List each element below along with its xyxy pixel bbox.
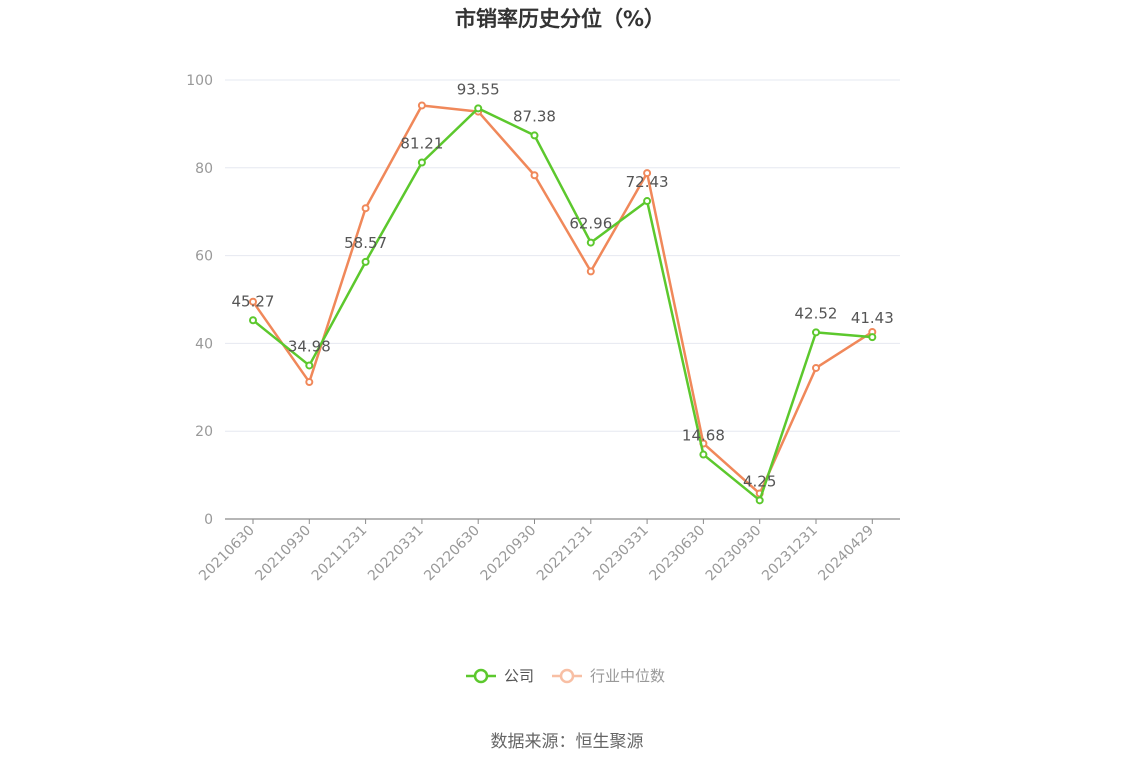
data-label: 93.55 (457, 80, 500, 98)
data-label: 42.52 (795, 304, 838, 322)
data-point[interactable] (361, 257, 370, 266)
data-label: 45.27 (232, 292, 275, 310)
x-tick-label: 20220331 (365, 523, 427, 585)
data-labels: 45.27 34.98 58.57 81.21 93.55 87.38 62.96 72.43… (232, 80, 894, 490)
data-label: 81.21 (400, 134, 443, 152)
x-tick-label: 20220630 (421, 523, 483, 585)
data-point[interactable] (249, 316, 257, 325)
data-point[interactable] (643, 169, 652, 178)
series-layer (249, 101, 877, 505)
legend-item-0[interactable]: 公司 (466, 667, 534, 685)
data-point[interactable] (417, 158, 426, 167)
data-label: 14.68 (682, 427, 725, 445)
legend[interactable]: 公司 行业中位数 (466, 667, 665, 685)
y-tick-label: 80 (195, 161, 213, 177)
x-tick-label: 20210930 (252, 523, 314, 585)
data-point[interactable] (586, 238, 595, 247)
y-tick-label: 20 (195, 424, 213, 440)
x-tick-label: 20240429 (815, 523, 877, 585)
x-tick-label: 20231231 (759, 523, 821, 585)
y-tick-label: 40 (195, 336, 213, 352)
data-label: 41.43 (851, 309, 894, 327)
y-tick-label: 60 (195, 249, 213, 265)
y-axis: 0 20 40 60 80 100 (186, 73, 213, 528)
x-tick-label: 20211231 (309, 523, 371, 585)
chart-title: 市销率历史分位（%） (455, 7, 665, 31)
data-point[interactable] (417, 101, 426, 110)
data-label: 72.43 (626, 173, 669, 191)
y-tick-label: 0 (204, 512, 213, 528)
data-point[interactable] (249, 297, 257, 306)
x-tick-label: 20210630 (196, 523, 258, 585)
data-point[interactable] (812, 363, 820, 372)
x-tick-label: 20230930 (703, 523, 765, 585)
data-point[interactable] (586, 267, 595, 276)
data-point[interactable] (530, 171, 539, 180)
data-point[interactable] (643, 197, 652, 206)
data-point[interactable] (361, 204, 370, 213)
data-point[interactable] (699, 450, 708, 459)
x-tick-label: 20220930 (478, 523, 540, 585)
data-point[interactable] (305, 378, 314, 387)
legend-marker (473, 668, 489, 684)
data-label: 4.25 (743, 472, 776, 490)
legend-item-1[interactable]: 行业中位数 (552, 667, 665, 685)
data-label: 87.38 (513, 107, 556, 125)
legend-label: 行业中位数 (590, 667, 665, 685)
grid (225, 79, 900, 432)
data-label: 58.57 (344, 234, 387, 252)
data-point[interactable] (530, 131, 539, 140)
data-label: 62.96 (569, 215, 612, 233)
series-line-0 (252, 107, 873, 502)
data-label: 34.98 (288, 337, 331, 355)
y-tick-label: 100 (186, 73, 213, 89)
x-tick-label: 20230630 (647, 523, 709, 585)
data-point[interactable] (474, 104, 483, 113)
data-point[interactable] (812, 328, 820, 337)
x-tick-label: 20230331 (590, 523, 652, 585)
x-axis: 2021063020210930202112312022033120220630… (196, 518, 900, 585)
data-point[interactable] (755, 496, 764, 505)
legend-marker (559, 668, 575, 684)
data-point[interactable] (868, 333, 877, 342)
x-tick-label: 20221231 (534, 523, 596, 585)
legend-label: 公司 (504, 667, 534, 685)
data-point[interactable] (305, 361, 314, 370)
source-note: 数据来源：恒生聚源 (491, 732, 644, 752)
